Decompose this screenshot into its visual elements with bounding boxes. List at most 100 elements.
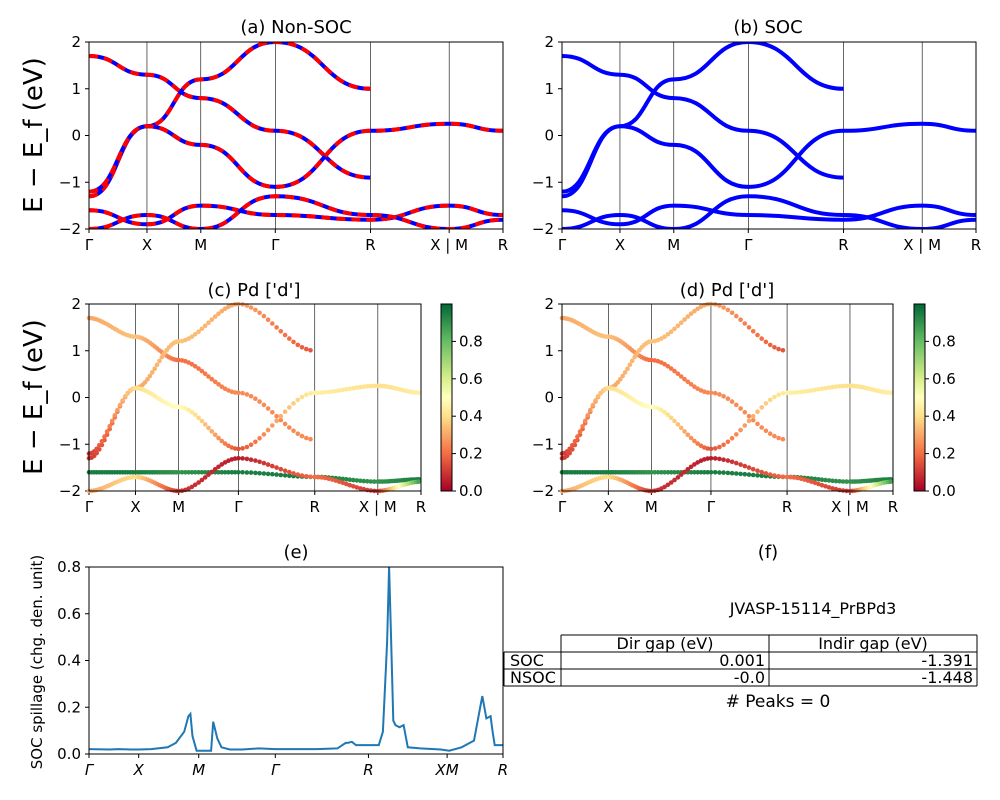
- band-point: [232, 456, 238, 461]
- band-point: [725, 470, 731, 476]
- band-point: [595, 394, 601, 399]
- band-point: [253, 396, 258, 402]
- band-point: [685, 314, 691, 319]
- band-point: [196, 366, 201, 371]
- band-point: [675, 422, 681, 427]
- band-line-nonsoc-1: [89, 42, 503, 196]
- band-point: [192, 470, 198, 475]
- band-point: [688, 464, 694, 470]
- band-point: [750, 413, 756, 419]
- band-point: [274, 325, 279, 330]
- band-point: [304, 435, 309, 441]
- panel-e: (e) 0.80.60.40.20.0Γ X M Γ R XM R SOC spillage…: [28, 542, 508, 779]
- band-point: [772, 473, 777, 478]
- band-line-2: [562, 121, 976, 194]
- band-point: [750, 417, 756, 423]
- band-point: [662, 470, 667, 475]
- band-point: [323, 390, 328, 395]
- band-point: [672, 326, 677, 332]
- band-point: [888, 390, 893, 396]
- band-point: [750, 472, 756, 478]
- band-point: [189, 484, 195, 490]
- panel-a-title: (a) Non-SOC: [240, 17, 351, 38]
- band-point: [580, 424, 585, 429]
- band-point: [738, 427, 743, 433]
- band-point: [236, 456, 241, 461]
- band-point: [274, 413, 279, 419]
- band-point: [351, 385, 356, 391]
- band-point: [287, 469, 292, 475]
- band-point: [278, 417, 284, 423]
- band-point: [734, 460, 739, 466]
- band-point: [729, 399, 735, 404]
- band-point: [618, 377, 623, 382]
- band-point: [189, 470, 195, 475]
- band-point: [189, 361, 195, 367]
- panel-b-title: (b) SOC: [733, 17, 802, 38]
- band-point: [788, 390, 793, 396]
- ytick-label: 2: [544, 295, 554, 313]
- band-point: [809, 479, 814, 485]
- band-point: [274, 472, 279, 477]
- band-point: [295, 472, 301, 477]
- band-point: [784, 474, 790, 480]
- colorbar-tick-label: 0.8: [459, 332, 483, 350]
- band-point: [196, 480, 201, 485]
- band-point: [692, 308, 697, 314]
- band-point: [629, 358, 635, 364]
- band-point: [236, 470, 241, 475]
- band-point: [229, 470, 235, 475]
- band-point: [819, 386, 825, 392]
- ytick-label: 1: [71, 80, 81, 98]
- band-point: [746, 325, 752, 330]
- band-point: [678, 472, 684, 477]
- panel-d-frame: [561, 303, 894, 492]
- band-point: [819, 477, 825, 483]
- ytick-label: −1: [532, 173, 554, 191]
- band-point: [759, 336, 764, 341]
- band-point: [295, 397, 301, 403]
- band-point: [655, 470, 661, 475]
- band-point: [316, 390, 321, 396]
- band-point: [216, 435, 221, 441]
- band-point: [692, 384, 697, 390]
- band-point: [721, 470, 726, 475]
- band-point: [675, 470, 681, 475]
- panel-e-plot: 0.80.60.40.20.0Γ X M Γ R XM R: [57, 558, 508, 779]
- panel-d-colorbar: 0.8 0.6 0.4 0.2 0.0: [913, 303, 956, 500]
- xtick-label: X: [603, 498, 613, 516]
- ytick-label: −1: [59, 435, 81, 453]
- band-point: [319, 475, 325, 480]
- band-point: [725, 307, 731, 313]
- xtick-label: X | M: [359, 498, 397, 516]
- band-point: [759, 405, 764, 410]
- band-point: [299, 433, 305, 439]
- band-point: [717, 470, 722, 475]
- xtick-label: R: [498, 761, 508, 779]
- ytick-label: 0: [71, 389, 81, 407]
- panel-f: (f) JVASP-15114_PrBPd3 Dir gap (eV) Indi…: [503, 542, 978, 712]
- xtick-label: X: [615, 236, 625, 254]
- band-point: [212, 314, 218, 319]
- band-point: [692, 462, 697, 467]
- band-point: [772, 345, 777, 350]
- xtick-label: Γ: [558, 498, 567, 516]
- band-point: [282, 409, 288, 415]
- band-point: [304, 474, 309, 479]
- band-point: [219, 384, 225, 390]
- panel-e-frame: [88, 566, 504, 755]
- band-point: [112, 413, 118, 418]
- colorbar-c: [440, 303, 453, 492]
- band-point: [257, 470, 262, 476]
- band-point: [795, 475, 800, 481]
- band-point: [147, 373, 153, 379]
- band-point: [759, 425, 764, 430]
- material-id: JVASP-15114_PrBPd3: [729, 599, 897, 619]
- band-point: [189, 334, 195, 340]
- band-point: [742, 471, 748, 477]
- band-point: [717, 392, 722, 397]
- band-point: [682, 429, 687, 434]
- band-point: [202, 323, 208, 329]
- band-point: [721, 442, 726, 448]
